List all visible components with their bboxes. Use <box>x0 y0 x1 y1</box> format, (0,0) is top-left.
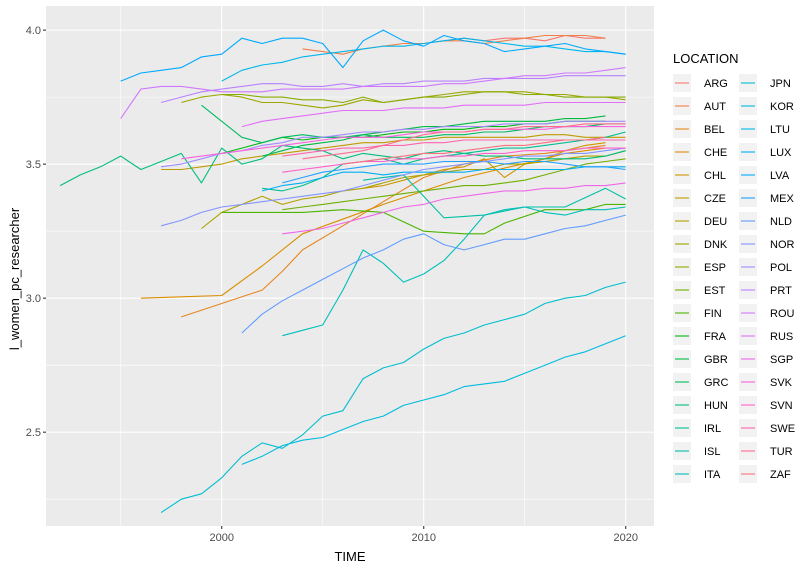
legend-label: AUT <box>704 101 726 113</box>
series-line-che <box>140 147 606 299</box>
series-line-svn <box>282 147 626 173</box>
series-line-isl <box>363 174 626 219</box>
x-tick-label: 2000 <box>209 532 233 544</box>
series-line-sgp <box>282 182 626 235</box>
series-line-cze <box>161 134 626 171</box>
series-line-jpn <box>160 281 626 514</box>
series-lines <box>59 29 626 514</box>
legend-label: RUS <box>770 331 793 343</box>
series-line-aut <box>302 34 606 55</box>
legend-label: TUR <box>770 446 793 458</box>
series-line-ltu <box>221 37 626 82</box>
series-line-lux <box>261 166 626 192</box>
legend-label: GBR <box>704 354 728 366</box>
legend-label: NOR <box>770 239 795 251</box>
legend-label: DNK <box>704 239 728 251</box>
legend-label: ESP <box>704 262 726 274</box>
legend: LOCATION ARG AUT BEL CHE CHL CZE DEU DNK ESP EST F… <box>673 51 795 483</box>
legend-label: CHE <box>704 147 727 159</box>
series-line-zaf <box>342 136 606 165</box>
legend-label: FRA <box>704 331 727 343</box>
legend-label: KOR <box>770 101 794 113</box>
legend-label: IRL <box>704 423 721 435</box>
legend-label: BEL <box>704 124 725 136</box>
y-tick-label: 3.0 <box>26 293 41 305</box>
series-line-ita <box>282 206 626 337</box>
series-line-gbr <box>261 115 606 157</box>
legend-label: ROU <box>770 308 795 320</box>
series-line-rus <box>241 101 626 128</box>
legend-label: GRC <box>704 377 729 389</box>
legend-label: LVA <box>770 170 790 182</box>
legend-label: HUN <box>704 400 728 412</box>
y-axis-title: l_women_pc_researcher <box>7 207 22 350</box>
legend-label: POL <box>770 262 792 274</box>
x-tick-label: 2010 <box>411 532 435 544</box>
legend-label: CHL <box>704 170 726 182</box>
legend-label: PRT <box>770 285 792 297</box>
y-tick-label: 4.0 <box>26 25 41 37</box>
y-tick-label: 2.5 <box>26 427 41 439</box>
y-axis: 2.5 3.0 3.5 4.0 <box>26 25 46 439</box>
x-axis: 2000 2010 2020 <box>209 526 638 544</box>
series-line-esp <box>221 91 626 104</box>
legend-label: NLD <box>770 216 792 228</box>
series-line-rou <box>120 67 626 119</box>
y-tick-label: 3.5 <box>26 159 41 171</box>
series-line-svk <box>181 126 626 160</box>
legend-label: JPN <box>770 78 791 90</box>
panel-background <box>46 6 654 526</box>
x-tick-label: 2020 <box>613 532 637 544</box>
legend-label: CZE <box>704 193 726 205</box>
legend-label: DEU <box>704 216 727 228</box>
series-line-kor <box>241 335 626 465</box>
legend-label: MEX <box>770 193 795 205</box>
series-line-lva <box>120 29 626 82</box>
legend-label: ISL <box>704 446 721 458</box>
minor-grid <box>46 6 654 526</box>
x-axis-title: TIME <box>334 549 365 564</box>
series-line-mex <box>282 160 626 184</box>
series-line-prt <box>160 75 626 104</box>
series-line-nld <box>241 214 626 334</box>
legend-title: LOCATION <box>673 51 739 66</box>
legend-label: LTU <box>770 124 790 136</box>
legend-label: ZAF <box>770 469 791 481</box>
legend-label: SWE <box>770 423 795 435</box>
series-line-bel <box>181 144 606 318</box>
legend-label: SVN <box>770 400 793 412</box>
series-line-hun <box>59 144 626 187</box>
series-line-tur <box>302 123 626 160</box>
legend-label: LUX <box>770 147 792 159</box>
legend-label: SGP <box>770 354 793 366</box>
legend-label: SVK <box>770 377 793 389</box>
legend-label: ITA <box>704 469 721 481</box>
legend-label: FIN <box>704 308 722 320</box>
legend-label: ARG <box>704 78 728 90</box>
legend-label: EST <box>704 285 726 297</box>
series-line-nor <box>160 147 626 227</box>
